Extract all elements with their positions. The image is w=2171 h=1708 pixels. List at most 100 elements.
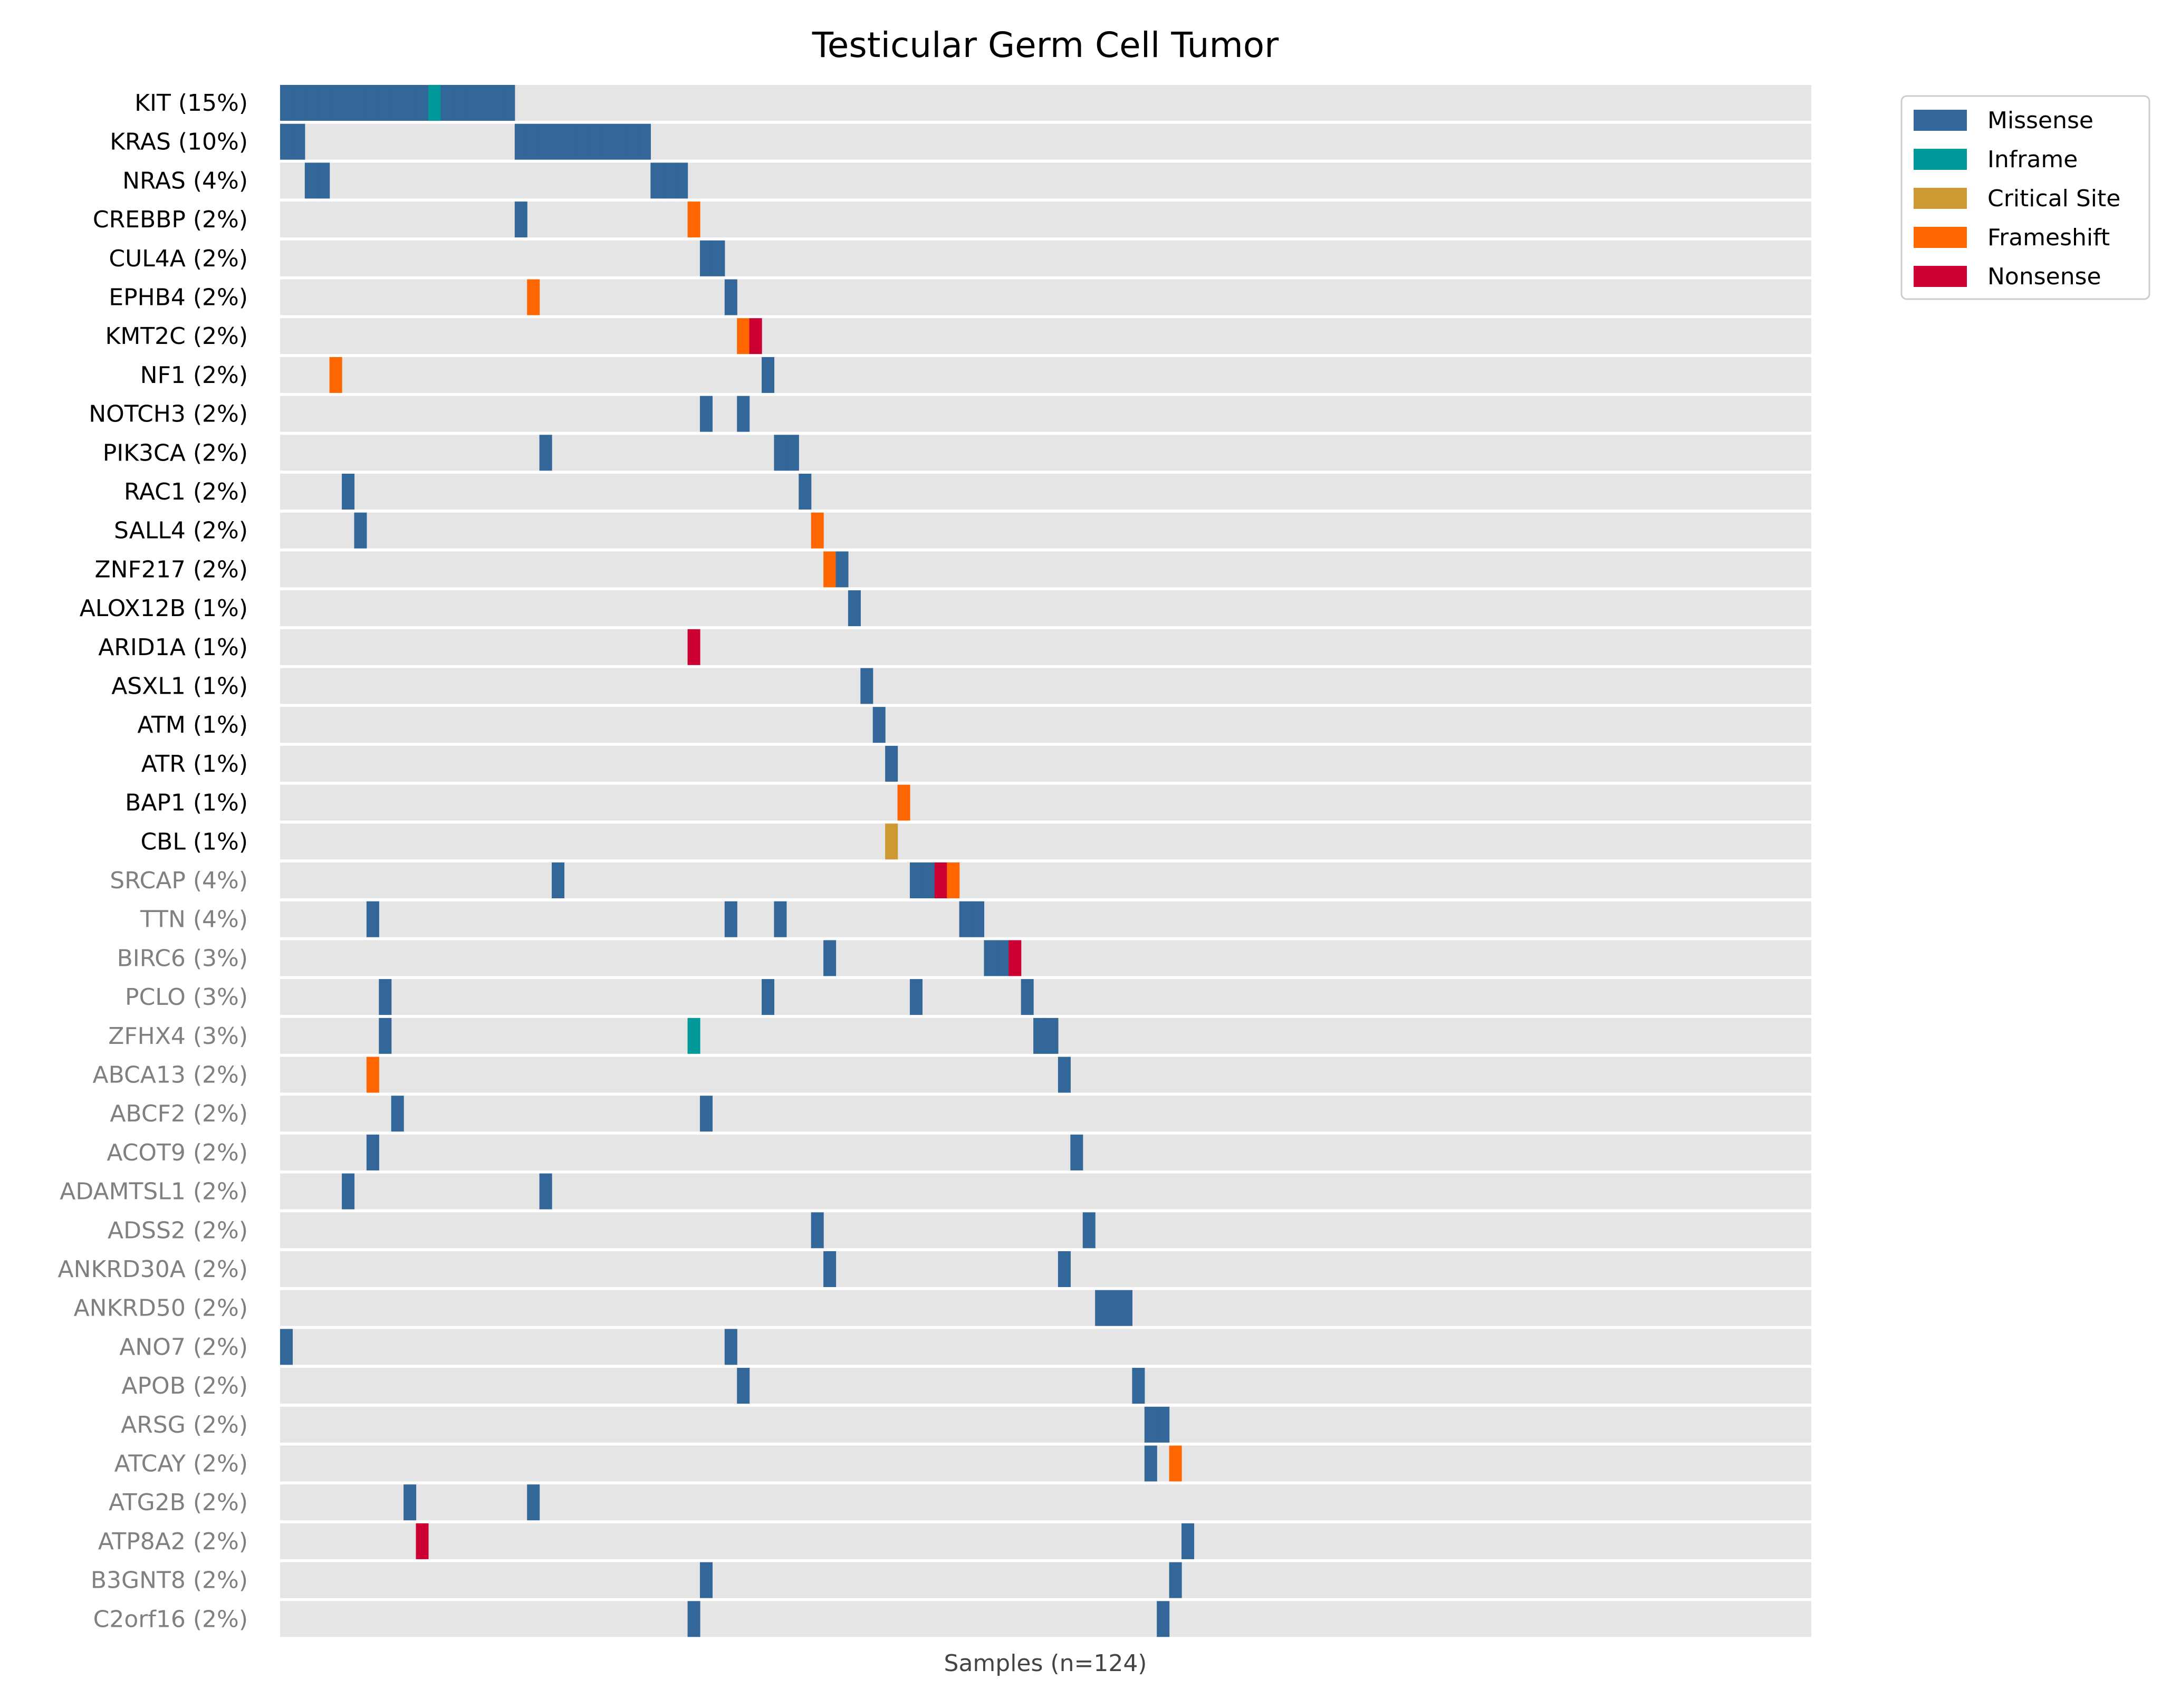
mutation-cell (354, 512, 367, 549)
gene-label: CREBBP (2%) (93, 206, 248, 233)
gene-row-background (280, 1484, 1811, 1521)
legend-label: Critical Site (1987, 185, 2120, 212)
mutation-cells (280, 85, 1195, 1637)
gene-label: ARID1A (1%) (98, 634, 248, 661)
mutation-cell (391, 1096, 404, 1132)
gene-row-background (280, 357, 1811, 393)
mutation-cell (996, 940, 1009, 976)
mutation-cell (416, 1523, 429, 1559)
mutation-cell (699, 1562, 713, 1598)
gene-row-background (280, 318, 1811, 354)
gene-label: ARSG (2%) (121, 1412, 248, 1438)
gene-label: EPHB4 (2%) (109, 284, 248, 311)
gene-row-background (280, 1406, 1811, 1443)
mutation-cell (823, 1251, 837, 1287)
gene-row-background (280, 629, 1811, 665)
mutation-cell (774, 435, 787, 471)
gene-label: ANKRD30A (2%) (57, 1256, 248, 1283)
mutation-cell (1107, 1290, 1120, 1326)
mutation-cell (749, 318, 762, 354)
gene-label: APOB (2%) (121, 1373, 248, 1399)
gene-row-background (280, 1096, 1811, 1132)
mutation-cell (823, 940, 837, 976)
gene-row-background (280, 512, 1811, 549)
mutation-cell (280, 85, 293, 121)
mutation-cell (527, 123, 540, 160)
mutation-cell (404, 85, 417, 121)
mutation-cell (811, 1212, 824, 1249)
mutation-cell (835, 551, 849, 588)
gene-row-background (280, 668, 1811, 704)
legend-frame (1900, 95, 2150, 300)
legend-label: Nonsense (1987, 263, 2101, 290)
mutation-cell (712, 240, 725, 276)
mutation-cell (687, 1601, 700, 1637)
mutation-cell (576, 123, 589, 160)
gene-label: BAP1 (1%) (125, 790, 248, 817)
mutation-cell (317, 85, 330, 121)
gene-row-background (280, 979, 1811, 1015)
mutation-cell (1033, 1018, 1046, 1054)
mutation-cell (1132, 1368, 1145, 1404)
gene-label: ATCAY (2%) (114, 1451, 248, 1477)
gene-label: NF1 (2%) (140, 362, 248, 389)
mutation-cell (922, 862, 935, 898)
mutation-cell (699, 1096, 713, 1132)
mutation-cell (799, 474, 812, 510)
mutation-cell (379, 979, 392, 1015)
gene-label: PIK3CA (2%) (103, 439, 248, 466)
mutation-cell (848, 590, 861, 627)
gene-row-background (280, 823, 1811, 860)
mutation-cell (811, 512, 824, 549)
mutation-cell (1144, 1445, 1157, 1482)
gene-row-background (280, 1251, 1811, 1287)
mutation-cell (280, 123, 293, 160)
gene-row-background (280, 784, 1811, 821)
gene-label: ABCF2 (2%) (110, 1100, 248, 1127)
mutation-cell (552, 123, 565, 160)
gene-label: PCLO (3%) (125, 984, 248, 1011)
mutation-cell (354, 85, 367, 121)
gene-row-background (280, 590, 1811, 627)
mutation-cell (514, 123, 527, 160)
mutation-cell (416, 85, 429, 121)
gene-label: KRAS (10%) (110, 129, 248, 156)
gene-label: ATP8A2 (2%) (98, 1528, 248, 1555)
mutation-cell (539, 1173, 552, 1210)
mutation-cell (539, 123, 552, 160)
mutation-cell (379, 1018, 392, 1054)
gene-label: C2orf16 (2%) (93, 1606, 248, 1633)
gene-label: ATR (1%) (141, 751, 248, 778)
gene-row-background (280, 123, 1811, 160)
gene-label: KMT2C (2%) (105, 323, 248, 350)
mutation-cell (1181, 1523, 1195, 1559)
mutation-cell (601, 123, 614, 160)
legend: Missense Inframe Critical Site Frameshift No… (1900, 95, 2150, 300)
mutation-cell (909, 862, 923, 898)
legend-label: Missense (1987, 107, 2093, 134)
mutation-cell (687, 201, 700, 238)
gene-label: SALL4 (2%) (114, 517, 248, 544)
mutation-cell (453, 85, 466, 121)
mutation-cell (1169, 1562, 1182, 1598)
gene-row-background (280, 745, 1811, 782)
mutation-cell (638, 123, 651, 160)
legend-label: Frameshift (1987, 224, 2110, 251)
gene-row-background (280, 707, 1811, 743)
mutation-cell (947, 862, 960, 898)
mutation-cell (897, 784, 910, 821)
x-axis-label: Samples (n=124) (944, 1650, 1147, 1677)
mutation-cell (514, 201, 527, 238)
mutation-cell (391, 85, 404, 121)
gene-rows: KIT (15%) KRAS (10%) NRAS (4%) CREBBP (2%) C… (57, 85, 1811, 1637)
mutation-cell (762, 979, 775, 1015)
mutation-cell (959, 901, 972, 937)
mutation-cell (366, 85, 379, 121)
mutation-cell (489, 85, 503, 121)
legend-swatch (1914, 110, 1967, 131)
gene-row-background (280, 862, 1811, 898)
gene-label: ANO7 (2%) (119, 1333, 248, 1360)
mutation-cell (762, 357, 775, 393)
mutation-cell (342, 85, 355, 121)
